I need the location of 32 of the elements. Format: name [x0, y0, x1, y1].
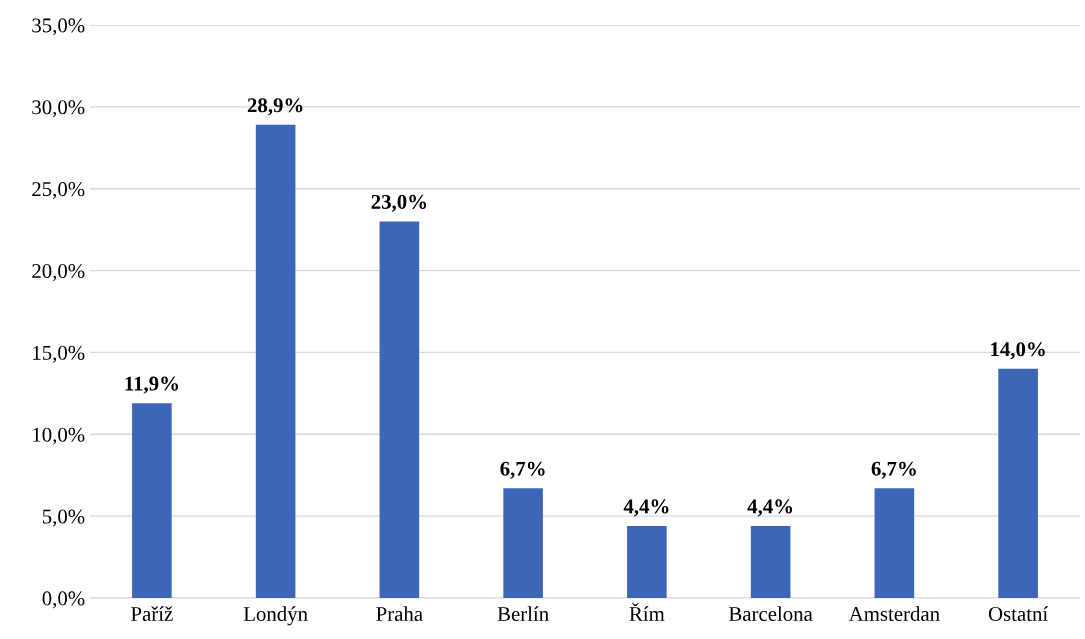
y-tick-label: 20,0% [32, 263, 85, 281]
data-label: 6,7% [500, 461, 545, 479]
bar [255, 124, 296, 598]
y-tick-label: 10,0% [33, 427, 85, 445]
x-tick-label: Berlín [497, 606, 549, 621]
data-label: 4,4% [623, 499, 669, 517]
bar [132, 403, 172, 598]
data-label: 14,0% [991, 342, 1045, 360]
y-tick-label: 0,0% [42, 591, 85, 609]
data-label: 4,4% [747, 499, 793, 517]
y-tick-label: 5,0% [42, 509, 85, 527]
x-tick-label: Paříž [131, 606, 173, 621]
y-tick-label: 35,0% [32, 18, 85, 36]
x-tick-label: Amsterdan [848, 606, 940, 621]
y-tick-label: 30,0% [32, 100, 85, 118]
bar [750, 525, 791, 598]
bar [998, 368, 1038, 598]
bar [874, 488, 915, 598]
data-label: 6,7% [871, 461, 916, 479]
bar [503, 488, 543, 598]
bar [627, 525, 667, 598]
x-tick-label: Londýn [243, 606, 308, 626]
x-tick-label: Řím [629, 602, 665, 621]
x-tick-label: Barcelona [729, 606, 813, 621]
x-tick-label: Praha [376, 606, 423, 621]
bar [379, 221, 420, 598]
data-label: 28,9% [247, 98, 303, 116]
y-tick-label: 15,0% [33, 345, 85, 363]
x-tick-label: Ostatní [988, 606, 1048, 621]
data-label: 23,0% [371, 194, 427, 212]
y-tick-label: 25,0% [32, 182, 85, 200]
data-label: 11,9% [125, 376, 178, 394]
